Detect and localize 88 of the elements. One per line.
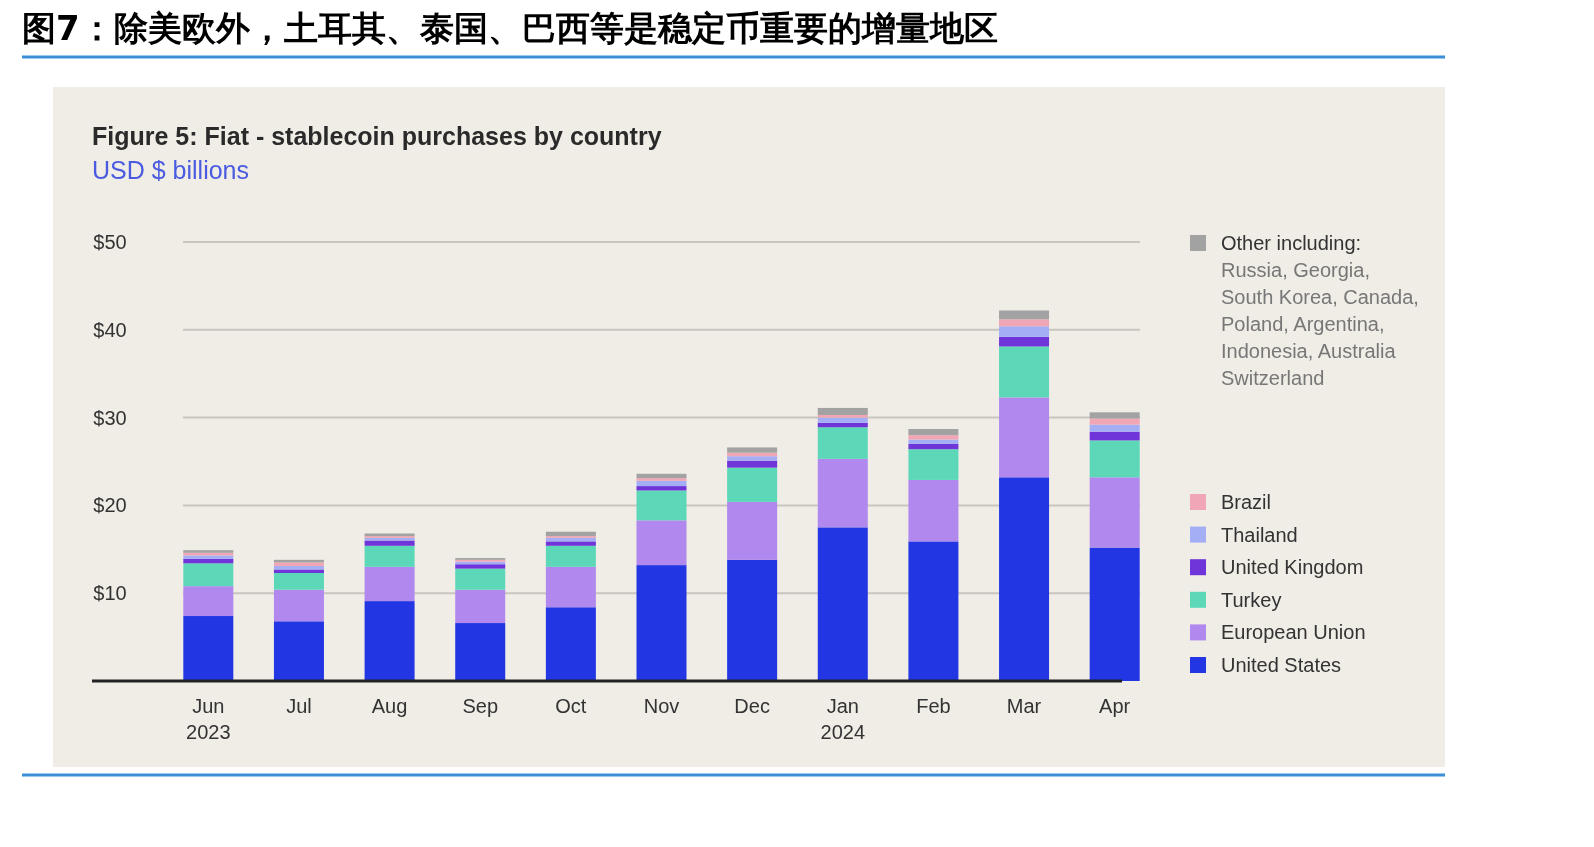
bar bbox=[273, 589, 324, 622]
y-tick-label: $20 bbox=[93, 494, 127, 517]
bar bbox=[183, 586, 234, 617]
bar bbox=[817, 417, 868, 423]
x-tick-label: Sep bbox=[462, 695, 499, 717]
bar bbox=[455, 623, 506, 681]
bar bbox=[273, 621, 324, 681]
bar bbox=[727, 501, 778, 560]
bar bbox=[999, 477, 1050, 681]
legend-label: Thailand bbox=[1221, 523, 1298, 546]
y-axis-title: USD $ billions bbox=[92, 156, 250, 184]
bar bbox=[636, 478, 687, 481]
bar bbox=[817, 427, 868, 459]
bar bbox=[364, 601, 415, 681]
bar bbox=[727, 456, 778, 461]
bar bbox=[817, 407, 868, 415]
x-tick-label: Jun 2023 bbox=[186, 695, 231, 743]
bar bbox=[545, 545, 596, 567]
bar bbox=[364, 545, 415, 567]
x-tick-label: Jan 2024 bbox=[820, 695, 866, 743]
bar bbox=[545, 607, 596, 681]
x-tick-label: Mar bbox=[1006, 695, 1042, 717]
bar bbox=[636, 520, 687, 566]
bar bbox=[1089, 547, 1140, 681]
bar bbox=[455, 564, 506, 569]
bar bbox=[364, 566, 415, 602]
bar bbox=[1089, 424, 1140, 432]
x-tick-label: Nov bbox=[643, 695, 680, 717]
bar bbox=[1089, 431, 1140, 441]
bar bbox=[999, 346, 1050, 398]
bar bbox=[545, 566, 596, 608]
bar bbox=[1089, 412, 1140, 419]
y-tick-label: $30 bbox=[93, 406, 127, 429]
legend-label: United Kingdom bbox=[1221, 556, 1364, 579]
bar bbox=[636, 490, 687, 521]
bar bbox=[999, 336, 1050, 347]
bar bbox=[727, 447, 778, 453]
bar bbox=[727, 559, 778, 681]
bar bbox=[908, 443, 959, 450]
bar bbox=[636, 486, 687, 491]
bar bbox=[636, 473, 687, 479]
bar bbox=[817, 527, 868, 681]
bar bbox=[183, 563, 234, 587]
bar bbox=[817, 414, 868, 418]
x-tick-label: Apr bbox=[1099, 695, 1131, 717]
legend-label: European Union bbox=[1221, 621, 1366, 644]
chart-title: 图7：除美欧外，土耳其、泰国、巴西等是稳定币重要的增量地区 bbox=[22, 8, 998, 48]
bar bbox=[727, 460, 778, 468]
legend-label: Brazil bbox=[1221, 491, 1272, 513]
bar bbox=[908, 479, 959, 542]
bar bbox=[273, 569, 324, 574]
legend-label: Other including: Russia, Georgia, South Korea, Canada, Poland, Argentina, Indonesia, Australia Switzerland bbox=[1221, 232, 1419, 389]
bar bbox=[817, 458, 868, 528]
bar bbox=[545, 531, 596, 537]
bar bbox=[817, 422, 868, 428]
bar bbox=[1089, 440, 1140, 478]
x-tick-label: Feb bbox=[916, 695, 951, 717]
bar bbox=[636, 565, 687, 681]
x-tick-label: Oct bbox=[555, 695, 587, 717]
y-tick-label: $50 bbox=[93, 231, 127, 253]
bar bbox=[999, 326, 1050, 337]
bar bbox=[1089, 477, 1140, 548]
bar bbox=[545, 541, 596, 546]
x-tick-label: Dec bbox=[734, 695, 770, 717]
bar bbox=[908, 541, 959, 681]
bar bbox=[1089, 418, 1140, 425]
bar bbox=[183, 616, 234, 681]
y-tick-label: $40 bbox=[93, 318, 127, 341]
bar bbox=[273, 573, 324, 590]
bar bbox=[908, 435, 959, 440]
bar bbox=[455, 568, 506, 590]
legend-label: United States bbox=[1221, 654, 1342, 676]
bar bbox=[999, 319, 1050, 327]
bar bbox=[455, 589, 506, 624]
legend-label: Turkey bbox=[1221, 588, 1282, 611]
x-tick-label: Aug bbox=[371, 695, 408, 717]
chart-subtitle: Figure 5: Fiat - stablecoin purchases by country bbox=[92, 122, 662, 150]
bar bbox=[908, 439, 959, 444]
bar bbox=[727, 467, 778, 502]
bar bbox=[183, 558, 234, 564]
x-tick-label: Jul bbox=[286, 695, 312, 717]
bar bbox=[908, 429, 959, 436]
bar bbox=[999, 397, 1050, 478]
bar bbox=[908, 449, 959, 480]
bar bbox=[636, 480, 687, 487]
bar bbox=[999, 310, 1050, 320]
y-tick-label: $10 bbox=[93, 582, 127, 605]
bar bbox=[364, 540, 415, 546]
